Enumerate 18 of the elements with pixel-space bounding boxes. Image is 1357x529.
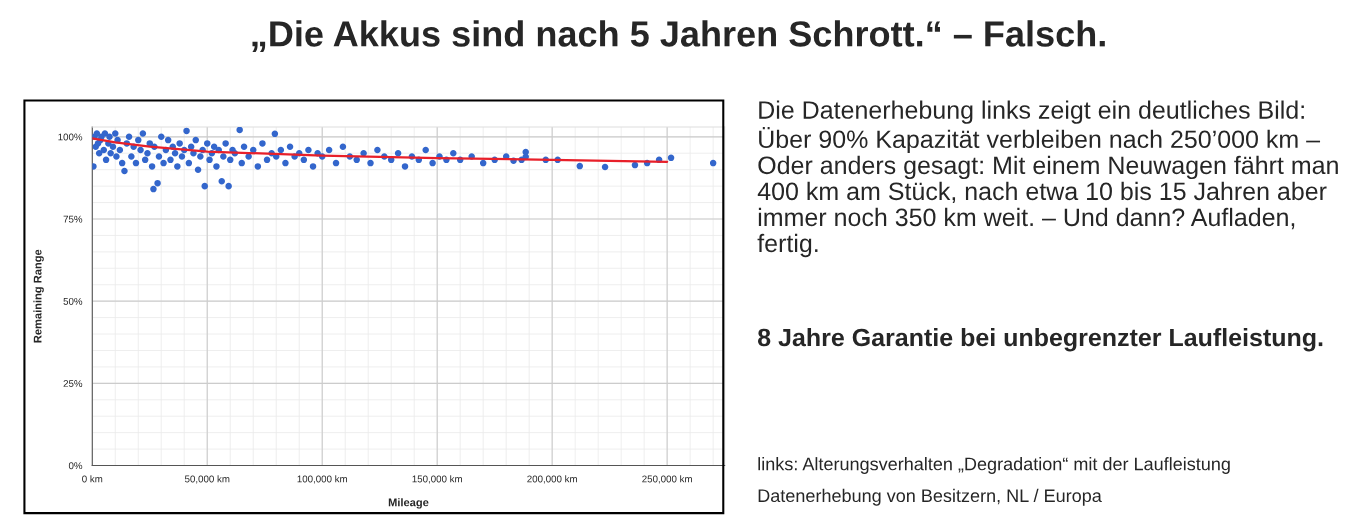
y-tick-label: 0% xyxy=(68,462,83,470)
text: Datenerhebung von Besitzern, NL / Europa xyxy=(758,488,1102,506)
x-tick-label: 250,000 km xyxy=(642,475,692,484)
chart-title: „Die Akkus sind nach 5 Jahren Schrott.“ – Falsch. xyxy=(252,20,1105,52)
x-tick-label: 200,000 km xyxy=(527,475,577,484)
x-tick-label: 150,000 km xyxy=(412,475,462,484)
text: 8 Jahre Garantie bei unbegrenzter Laufleistung. xyxy=(758,327,1323,352)
y-axis-title: Remaining Range xyxy=(33,249,44,343)
y-tick-label: 75% xyxy=(63,215,83,223)
y-tick-label: 25% xyxy=(63,380,83,387)
x-axis-title: Mileage xyxy=(388,498,429,509)
x-tick-label: 50,000 km xyxy=(184,475,230,484)
text: links: Alterungsverhalten „Degradation“ mit der Laufleistung xyxy=(758,457,1230,474)
x-tick-label: 0 km xyxy=(82,475,103,483)
y-tick-label: 100% xyxy=(58,133,83,141)
x-tick-label: 100,000 km xyxy=(297,475,347,484)
text: Die Datenerhebung links zeigt ein deutliches Bild: Über 90% Kapazität verbleiben nach 250’000 km – Oder anders gesagt: Mit einem Neuwagen fährt man 400 km am Stück, nach etwa 10 bis 15 Jahren aber immer noch 350 km weit. – Und dann? Aufladen, fertig. xyxy=(757,100,1338,258)
y-tick-label: 50% xyxy=(63,297,83,305)
